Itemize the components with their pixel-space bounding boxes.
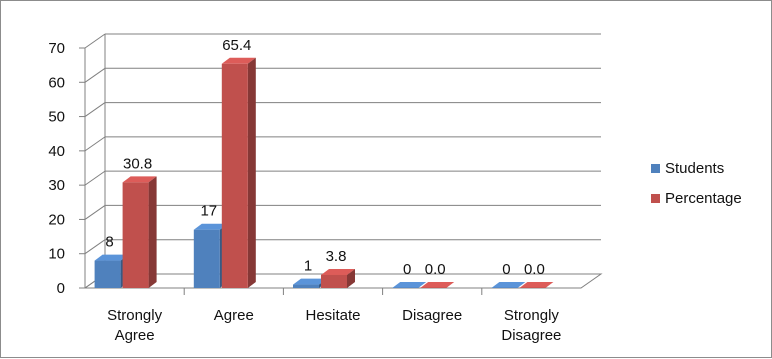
bar-percentage: [519, 287, 546, 288]
bar-percentage: [420, 287, 447, 288]
data-label: 0.0: [524, 261, 545, 278]
bar-students: [94, 260, 121, 288]
legend-swatch-students: [651, 164, 660, 173]
bar-side-percentage: [148, 176, 157, 288]
y-tick-label: 70: [48, 40, 65, 57]
bar-top-percentage: [519, 282, 554, 288]
bar-top-percentage: [221, 57, 256, 64]
bar-side-percentage: [247, 57, 256, 289]
bar-students: [193, 229, 220, 288]
x-tick-label: Hesitate: [305, 307, 360, 324]
bar-top-students: [94, 254, 129, 261]
y-tick-label: 10: [48, 246, 65, 263]
x-tick-label: Strongly: [504, 307, 560, 324]
data-label: 17: [200, 203, 217, 220]
legend-swatch-percentage: [651, 194, 660, 203]
gridline-depth: [84, 170, 106, 186]
x-tick-label: Disagree: [501, 327, 561, 344]
bar-top-students: [392, 282, 427, 288]
bar-top-percentage: [122, 176, 157, 183]
bar-side-percentage: [347, 268, 355, 288]
data-label: 1: [304, 258, 312, 275]
bar-top-percentage: [420, 282, 455, 288]
bar-top-students: [193, 223, 228, 230]
gridline-depth: [84, 205, 106, 220]
data-label: 0: [502, 261, 510, 278]
data-label: 65.4: [222, 37, 251, 54]
gridline-depth: [84, 67, 106, 83]
bar-top-students: [491, 282, 526, 288]
gridline-depth: [84, 239, 106, 255]
y-tick-label: 0: [57, 280, 65, 297]
gridline-depth: [84, 33, 106, 49]
bar-students: [293, 284, 319, 288]
bar-percentage: [321, 274, 347, 288]
data-label: 8: [105, 234, 113, 251]
x-tick-label: Agree: [214, 307, 254, 324]
x-tick-label: Agree: [115, 327, 155, 344]
y-tick-label: 30: [48, 177, 65, 194]
bar-students: [491, 287, 518, 288]
data-label: 30.8: [123, 155, 152, 172]
bar-students: [392, 287, 419, 288]
bar-percentage: [122, 182, 149, 288]
y-tick-label: 50: [48, 109, 65, 126]
data-label: 3.8: [326, 248, 347, 265]
data-label: 0.0: [425, 261, 446, 278]
x-tick-label: Disagree: [402, 307, 462, 324]
y-tick-label: 60: [48, 74, 65, 91]
gridline-depth: [84, 102, 106, 117]
y-tick-label: 20: [48, 211, 65, 228]
gridline-depth: [84, 136, 106, 152]
legend-label: Students: [665, 160, 724, 177]
x-tick-label: Strongly: [107, 307, 163, 324]
data-label: 0: [403, 261, 411, 278]
legend-label: Percentage: [665, 190, 742, 207]
bar-top-percentage: [321, 268, 355, 275]
y-tick-label: 40: [48, 143, 65, 160]
bar-top-students: [293, 278, 327, 285]
bar-percentage: [221, 63, 248, 289]
